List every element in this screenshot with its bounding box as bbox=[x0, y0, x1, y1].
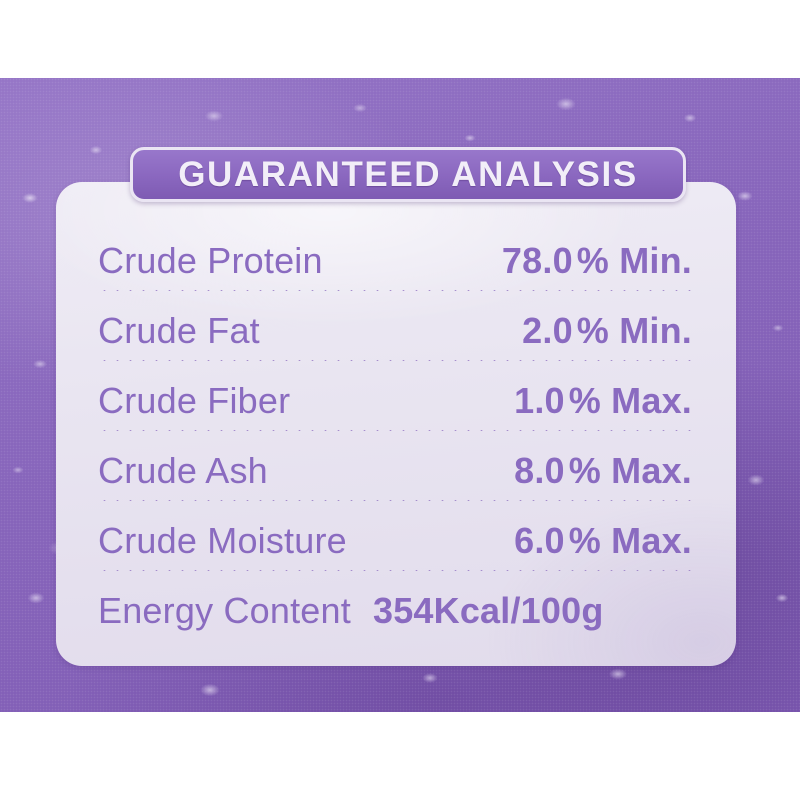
row-number-crude-protein: 78.0 bbox=[501, 240, 573, 281]
row-number-crude-fat: 2.0 bbox=[522, 310, 573, 351]
banner-title: GUARANTEED ANALYSIS bbox=[178, 155, 638, 194]
analysis-rows: Crude Protein 78.0% Min. Crude Fat 2.0% … bbox=[98, 222, 692, 642]
row-value-crude-fiber: 1.0% Max. bbox=[514, 362, 692, 422]
row-unit-crude-moisture: % Max. bbox=[568, 520, 692, 561]
table-row: Crude Fat 2.0% Min. bbox=[98, 292, 692, 362]
row-value-crude-fat: 2.0% Min. bbox=[522, 292, 692, 352]
table-row: Crude Moisture 6.0% Max. bbox=[98, 502, 692, 572]
row-divider bbox=[98, 499, 692, 502]
row-value-energy-content: 354Kcal/100g bbox=[372, 590, 604, 631]
guaranteed-analysis-banner: GUARANTEED ANALYSIS bbox=[130, 147, 686, 202]
row-unit-crude-fiber: % Max. bbox=[568, 380, 692, 421]
row-value-crude-ash: 8.0% Max. bbox=[514, 432, 692, 492]
row-label-crude-protein: Crude Protein bbox=[98, 240, 323, 281]
row-unit-crude-protein: % Min. bbox=[576, 240, 692, 281]
row-label-crude-fiber: Crude Fiber bbox=[98, 380, 291, 421]
row-number-crude-ash: 8.0 bbox=[514, 450, 565, 491]
row-divider bbox=[98, 429, 692, 432]
row-divider bbox=[98, 569, 692, 572]
row-value-crude-protein: 78.0% Min. bbox=[502, 222, 692, 282]
table-row: Crude Ash 8.0% Max. bbox=[98, 432, 692, 502]
row-unit-crude-ash: % Max. bbox=[568, 450, 692, 491]
table-row: Crude Protein 78.0% Min. bbox=[98, 222, 692, 292]
table-row-energy: Energy Content 354Kcal/100g bbox=[98, 572, 692, 642]
row-divider bbox=[98, 289, 692, 292]
row-label-energy-content: Energy Content bbox=[98, 590, 351, 631]
table-row: Crude Fiber 1.0% Max. bbox=[98, 362, 692, 432]
row-label-crude-ash: Crude Ash bbox=[98, 450, 268, 491]
row-value-crude-moisture: 6.0% Max. bbox=[514, 502, 692, 562]
row-label-crude-moisture: Crude Moisture bbox=[98, 520, 347, 561]
row-number-crude-fiber: 1.0 bbox=[514, 380, 565, 421]
row-divider bbox=[98, 359, 692, 362]
row-unit-crude-fat: % Min. bbox=[576, 310, 692, 351]
row-number-crude-moisture: 6.0 bbox=[514, 520, 565, 561]
row-label-crude-fat: Crude Fat bbox=[98, 310, 260, 351]
